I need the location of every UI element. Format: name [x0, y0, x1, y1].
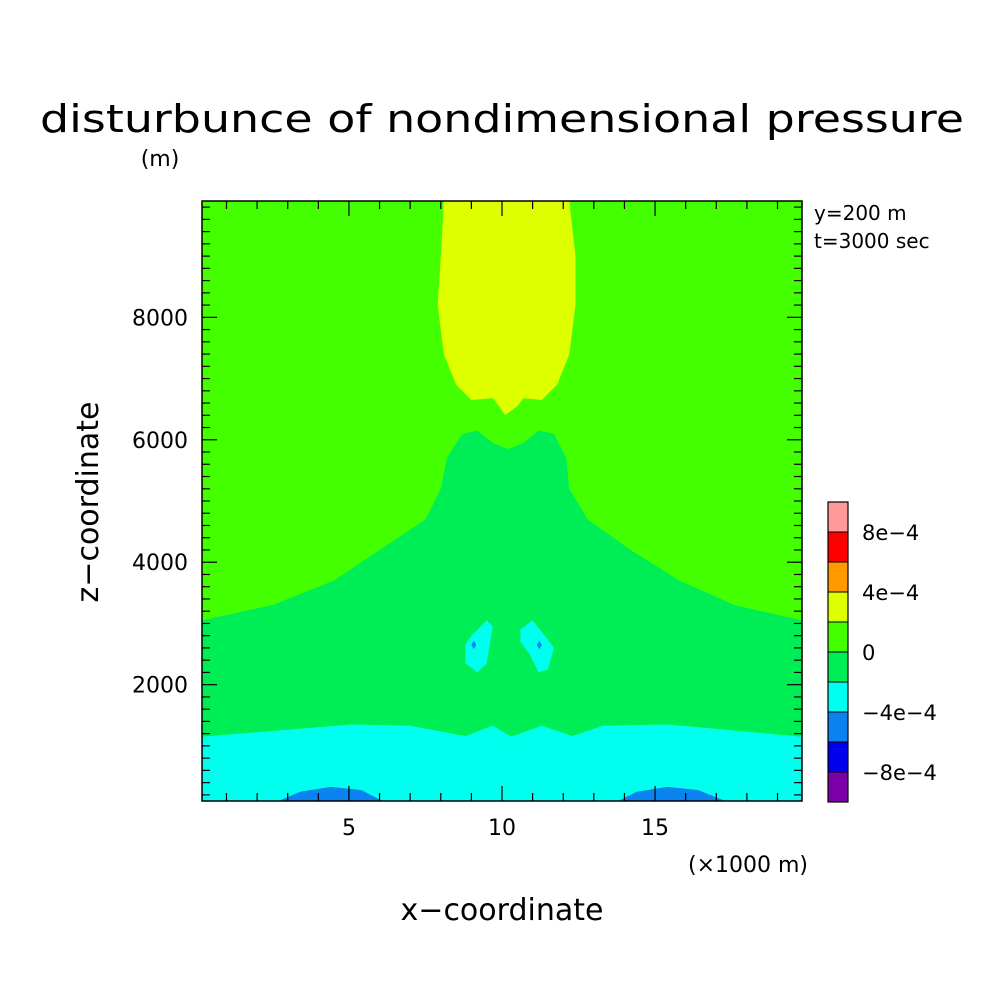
contour-region-cyan-spot-right [520, 620, 554, 673]
colorbar: 8e−4 4e−4 0 −4e−4 −8e−4 [827, 501, 937, 803]
colorbar-tick-label: 8e−4 [862, 521, 919, 545]
colorbar-swatch [828, 652, 848, 682]
contour-region-lower-negative-band [202, 724, 802, 801]
contour-region-blue-dot-right [536, 640, 542, 650]
y-tick-label: 6000 [132, 429, 188, 454]
colorbar-tick-label: −4e−4 [862, 701, 937, 725]
colorbar-frame [827, 501, 849, 803]
x-axis-title: x−coordinate [401, 893, 604, 928]
colorbar-swatch [828, 682, 848, 712]
chart-title: disturbunce of nondimensional pressure [40, 97, 964, 141]
y-axis-title: z−coordinate [71, 402, 106, 603]
colorbar-tick-label: 0 [862, 641, 875, 665]
contour-region-central-band [202, 430, 802, 737]
colorbar-swatch [828, 712, 848, 742]
contour-region-blue-dot-left [471, 640, 477, 650]
x-tick-label: 5 [342, 816, 356, 841]
colorbar-swatch [828, 562, 848, 592]
colorbar-tick-label: 4e−4 [862, 581, 919, 605]
x-tick-label: 10 [488, 816, 516, 841]
axis-ticks [202, 201, 802, 801]
x-tick-label: 15 [641, 816, 669, 841]
contour-region-cyan-spot-left [465, 620, 493, 673]
annotation-t: t=3000 sec [814, 229, 930, 253]
colorbar-swatch [828, 502, 848, 532]
y-tick-label: 4000 [132, 551, 188, 576]
colorbar-swatch [828, 532, 848, 562]
colorbar-swatch [828, 772, 848, 802]
axis-tick-labels: 5 10 15 2000 4000 6000 8000 [132, 306, 669, 841]
colorbar-swatch [828, 742, 848, 772]
contour-plot-area [202, 201, 802, 801]
contour-region-blue-patch-left [278, 786, 383, 801]
colorbar-tick-label: −8e−4 [862, 761, 937, 785]
contour-region-upper-positive-plume [437, 201, 576, 416]
contour-region-blue-patch-right [618, 786, 726, 801]
annotation-y: y=200 m [814, 201, 907, 225]
y-unit-label: (m) [141, 147, 180, 172]
colorbar-swatch [828, 592, 848, 622]
colorbar-swatch [828, 622, 848, 652]
x-unit-label: (×1000 m) [688, 853, 808, 878]
y-tick-label: 2000 [132, 674, 188, 699]
y-tick-label: 8000 [132, 306, 188, 331]
